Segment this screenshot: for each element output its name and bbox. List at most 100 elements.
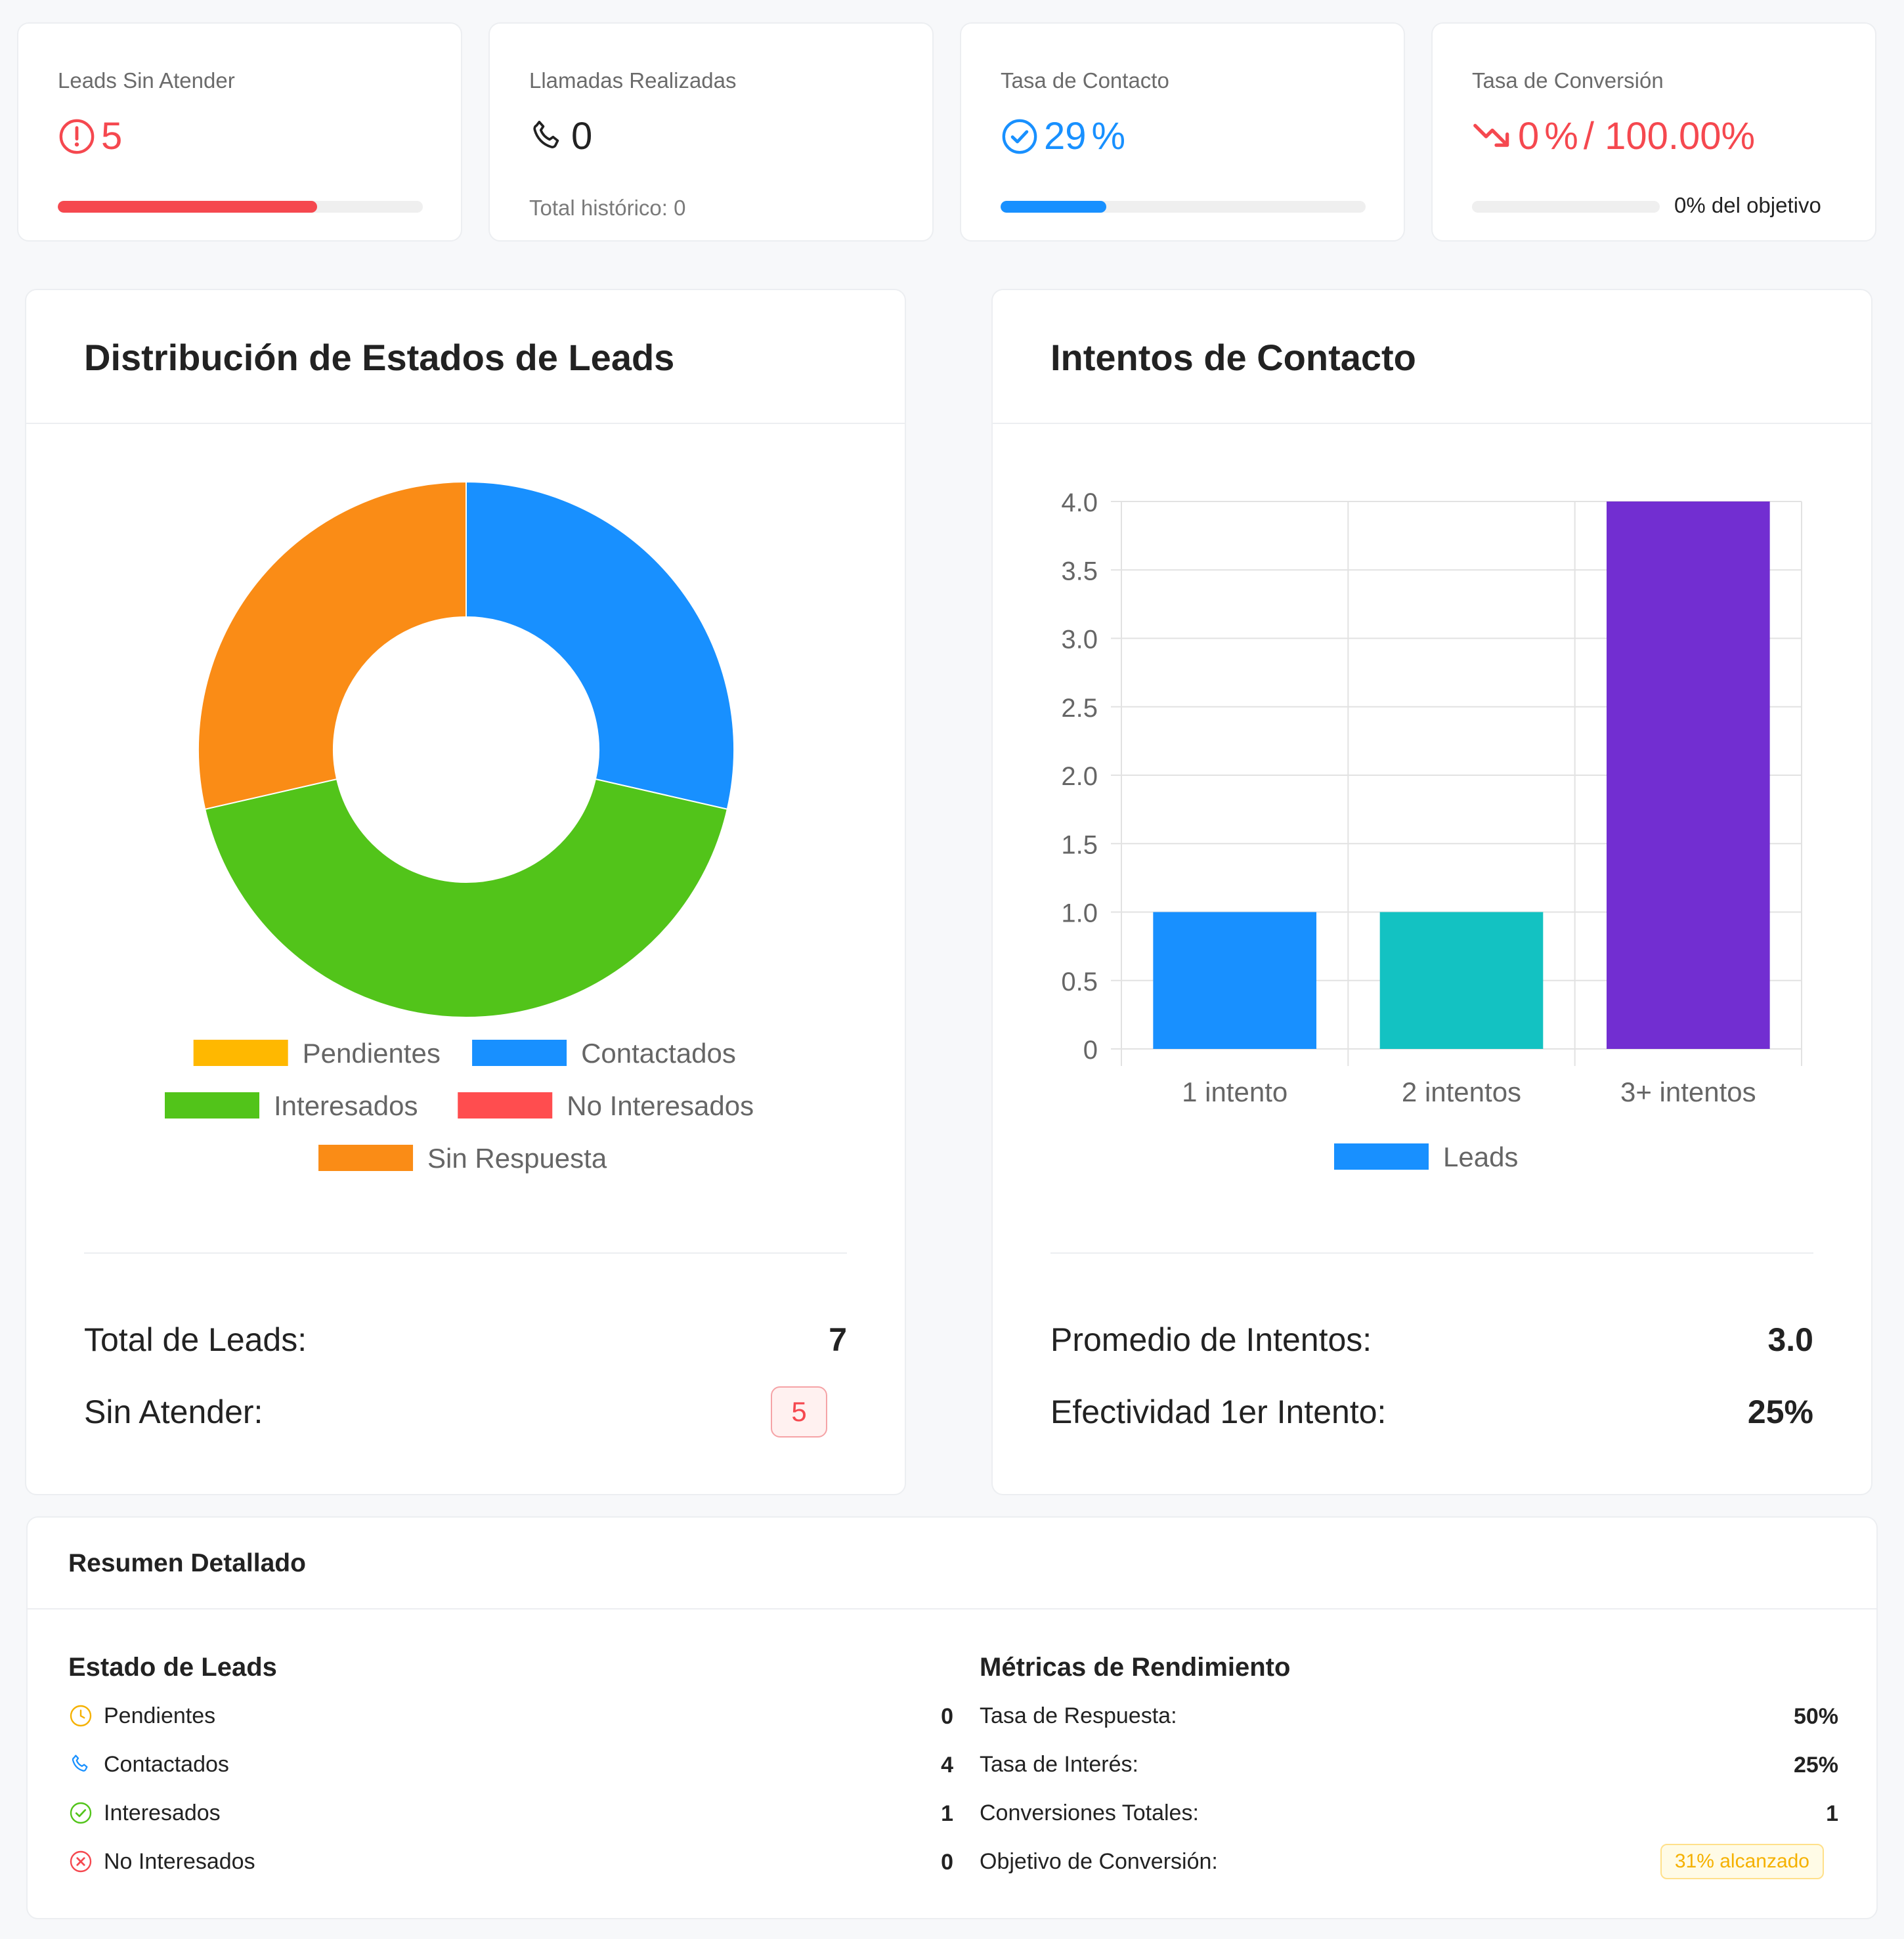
metric-label: Objetivo de Conversión: [980,1848,1218,1874]
first-attempt-label: Efectividad 1er Intento: [1050,1394,1387,1430]
donut-slice-contactados[interactable] [465,480,735,810]
card-header: Distribución de Estados de Leads [26,290,905,424]
y-tick-label: 3.5 [1061,557,1098,586]
card-title: Distribución de Estados de Leads [84,337,675,378]
donut-chart: Pendientes Contactados Interesados No Inter… [165,480,754,1174]
close-circle-icon [68,1849,93,1874]
status-row-not-interested: No Interesados [68,1845,255,1878]
first-attempt-value: 25% [1747,1394,1813,1430]
unattended-label: Sin Atender: [84,1394,263,1430]
legend-label: Leads [1443,1141,1518,1172]
stat-title: Tasa de Contacto [1001,68,1169,93]
stat-card-calls: Llamadas Realizadas 0 Total histórico: 0 [488,22,934,242]
legend-label: No Interesados [567,1090,754,1121]
legend-item[interactable]: Leads [1334,1141,1518,1172]
legend-swatch [165,1092,259,1119]
status-label: Pendientes [104,1703,216,1728]
goal-badge: 31% alcanzado [1660,1844,1824,1879]
objective-text: 0% del objetivo [1674,193,1821,217]
stat-card-contact-rate: Tasa de Contacto 29 % [960,22,1405,242]
card-title: Intentos de Contacto [1050,337,1416,378]
y-tick-label: 1.5 [1061,830,1098,859]
unattended-badge: 5 [771,1386,827,1438]
check-circle-icon [68,1800,93,1825]
status-label: No Interesados [104,1848,255,1874]
y-tick-label: 0 [1083,1036,1098,1065]
avg-attempts-value: 3.0 [1767,1321,1813,1358]
metric-row-response-rate: Tasa de Respuesta: [980,1699,1177,1732]
donut-slice-interesados[interactable] [204,778,728,1018]
trend-down-icon [1472,117,1513,156]
progress-fill [1001,201,1107,213]
bar-3--intentos[interactable] [1607,501,1770,1049]
stat-number: 5 [101,115,123,158]
stat-title: Tasa de Conversión [1472,68,1664,93]
card-title: Resumen Detallado [68,1549,306,1577]
legend-item[interactable]: Sin Respuesta [318,1143,607,1174]
legend-item[interactable]: Interesados [165,1090,418,1121]
legend-swatch [458,1092,553,1119]
total-leads-label: Total de Leads: [84,1321,307,1358]
donut-slice-sin-respuesta[interactable] [198,480,467,810]
avg-attempts-label: Promedio de Intentos: [1050,1321,1372,1358]
status-row-pending: Pendientes [68,1699,215,1732]
phone-icon [68,1752,93,1777]
status-value: 0 [941,1850,953,1875]
metric-label: Tasa de Interés: [980,1751,1138,1777]
y-tick-label: 2.0 [1061,762,1098,791]
progress-bar [1472,201,1660,213]
y-tick-label: 4.0 [1061,488,1098,517]
y-tick-label: 1.0 [1061,899,1098,928]
progress-bar [58,201,423,213]
contact-attempts-chart-card: Intentos de Contacto 0 0.5 1.0 1.5 2.0 2.5 3.0… [991,289,1872,1495]
stat-value: 0 % / 100.00% [1472,114,1755,158]
stat-number: 0 [1518,115,1540,158]
stat-number: 0 [571,115,593,158]
status-row-interested: Interesados [68,1797,221,1829]
clock-icon [68,1703,93,1728]
progress-bar [1001,201,1366,213]
stat-value: 29 % [1001,114,1125,158]
stat-value: 5 [58,114,122,158]
phone-icon [529,118,566,155]
metric-label: Tasa de Respuesta: [980,1703,1177,1728]
stat-card-unattended: Leads Sin Atender 5 [17,22,462,242]
legend-swatch [1334,1143,1429,1170]
status-value: 0 [941,1704,953,1729]
y-tick-label: 3.0 [1061,626,1098,654]
stat-unit: % [1091,115,1126,158]
y-tick-label: 0.5 [1061,968,1098,996]
metric-row-interest-rate: Tasa de Interés: [980,1748,1138,1781]
bar-2-intentos[interactable] [1379,912,1544,1050]
stat-number: 29 [1044,115,1087,158]
x-tick-label: 3+ intentos [1620,1076,1756,1107]
legend-label: Pendientes [303,1038,441,1069]
legend-swatch [318,1145,414,1171]
bar-1-intento[interactable] [1153,912,1316,1050]
legend-item[interactable]: No Interesados [458,1090,754,1121]
status-row-contacted: Contactados [68,1748,229,1781]
legend-label: Sin Respuesta [427,1143,607,1174]
legend-item[interactable]: Contactados [472,1038,736,1069]
x-tick-label: 2 intentos [1402,1076,1521,1107]
metric-value: 25% [1793,1753,1838,1778]
metric-value: 1 [1826,1801,1838,1826]
progress-fill [58,201,317,213]
total-leads-value: 7 [829,1321,847,1358]
check-circle-icon [1001,117,1039,156]
stat-title: Llamadas Realizadas [529,68,737,93]
legend-swatch [472,1040,567,1066]
legend-label: Contactados [581,1038,736,1069]
status-value: 1 [941,1801,953,1826]
stat-target: / 100.00% [1583,115,1756,158]
status-label: Interesados [104,1800,221,1825]
metric-value: 50% [1793,1704,1838,1729]
stat-unit: % [1544,115,1578,158]
legend-swatch [193,1040,288,1066]
status-label: Contactados [104,1751,229,1777]
exclamation-circle-icon [58,117,96,156]
legend-item[interactable]: Pendientes [193,1038,441,1069]
metric-row-total-conversions: Conversiones Totales: [980,1797,1199,1829]
stat-value: 0 [529,114,592,158]
y-tick-label: 2.5 [1061,694,1098,723]
